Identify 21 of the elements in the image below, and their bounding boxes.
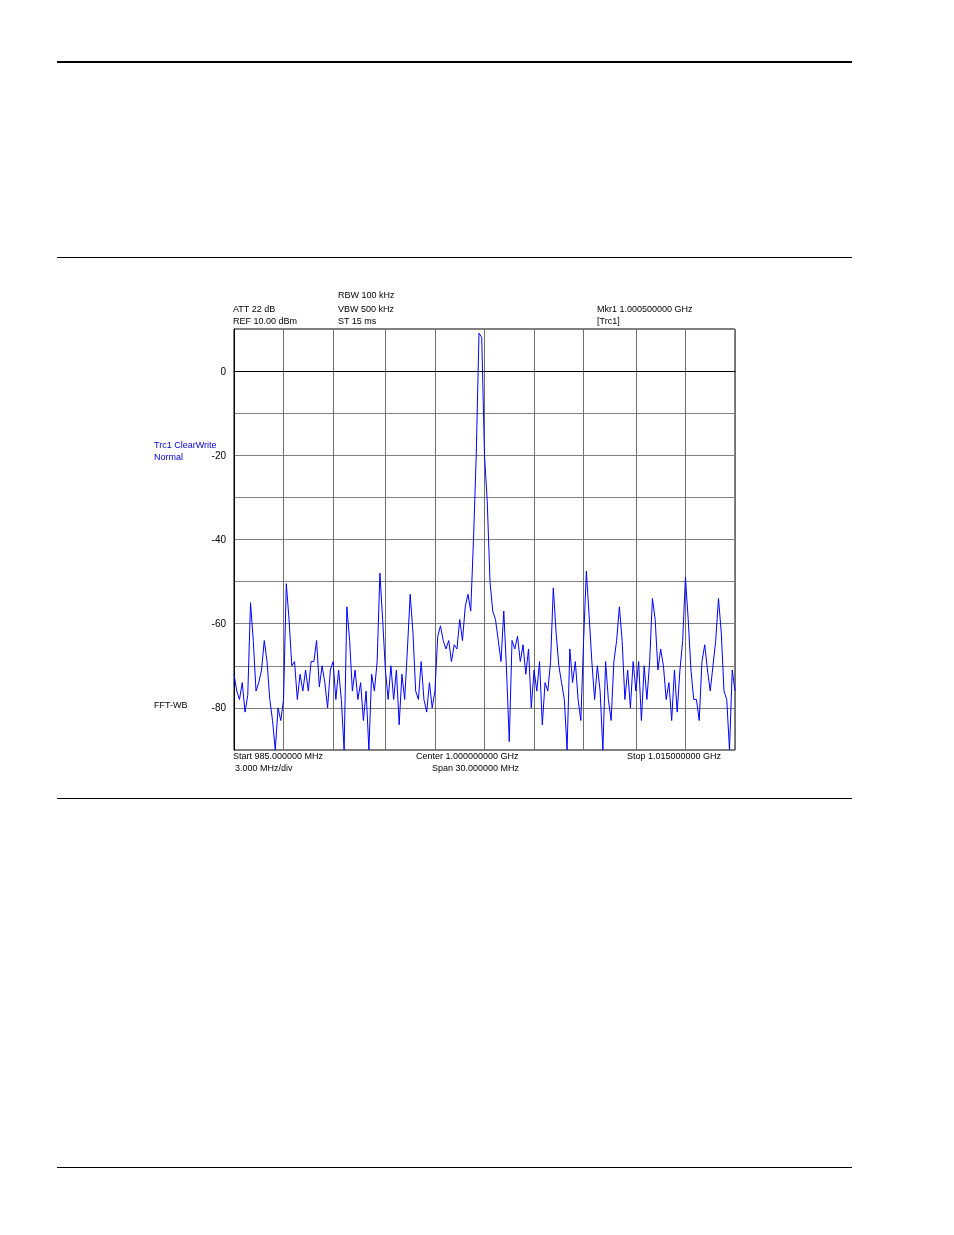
text: Mkr1 1.000500000 GHz (597, 303, 694, 314)
text: ATT 22 dB (233, 303, 276, 314)
text: VBW 500 kHz (338, 303, 395, 314)
y-tick-label: 0 (220, 365, 227, 377)
y-tick-label: -20 (211, 449, 227, 461)
text: Normal (154, 451, 184, 462)
line-series (233, 332, 736, 751)
text: REF 10.00 dBm (233, 315, 298, 326)
text: 3.000 MHz/div (235, 762, 294, 773)
text: Center 1.000000000 GHz (416, 750, 520, 761)
y-tick-label: -60 (211, 618, 227, 630)
y-tick-label: -40 (211, 534, 227, 545)
text: [Trc1] (597, 315, 620, 326)
text: Span 30.000000 MHz (432, 762, 520, 773)
text: Start 985.000000 MHz (233, 750, 324, 761)
text: ST 15 ms (338, 315, 377, 326)
text: RBW 100 kHz (338, 289, 396, 300)
text: Stop 1.015000000 GHz (627, 750, 722, 761)
text: Trc1 ClearWrite (154, 439, 217, 450)
y-tick-label: -80 (211, 702, 227, 714)
text: FFT-WB (154, 699, 188, 710)
